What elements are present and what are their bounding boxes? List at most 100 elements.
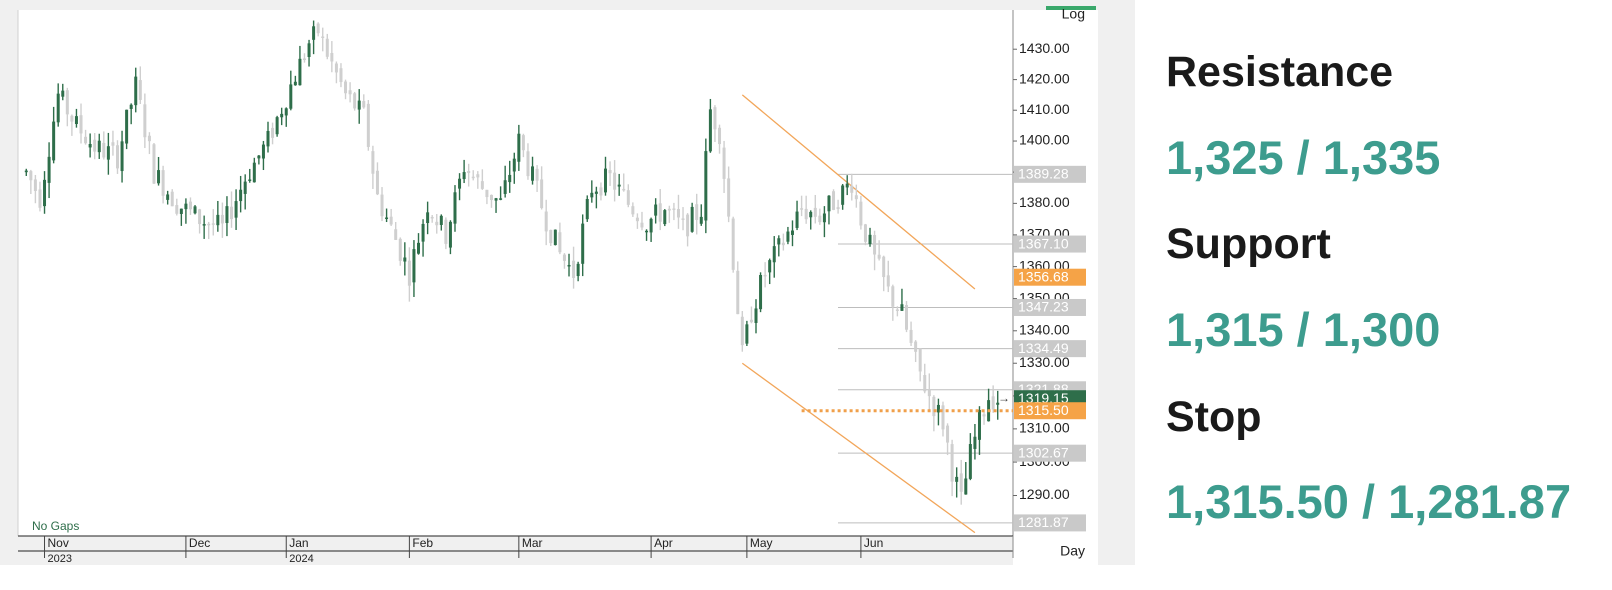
level-badge-label: 1315.50 [1018, 402, 1069, 418]
candle-body [508, 174, 512, 183]
candle-body [977, 410, 981, 440]
candle-body [375, 170, 379, 195]
candle-body [955, 476, 959, 482]
candle-body [923, 375, 927, 392]
candle-body [339, 68, 343, 83]
candle-body [430, 216, 434, 219]
candle-body [713, 107, 717, 130]
candle-body [645, 230, 649, 233]
candle-body [941, 405, 945, 430]
level-badge-label: 1389.28 [1018, 166, 1069, 182]
candle-body [868, 234, 872, 244]
level-badge-label: 1319.15 [1018, 390, 1069, 406]
candle-body [202, 224, 206, 226]
channel-lower-line [741, 362, 976, 534]
y-axis-panel [1013, 10, 1098, 570]
candle-body [394, 229, 398, 240]
candle-body [759, 275, 763, 310]
candle-body [29, 171, 33, 181]
candle-body [891, 286, 895, 307]
level-badge-label: 1302.67 [1018, 444, 1069, 460]
candle-body [804, 208, 808, 220]
month-label: May [750, 536, 773, 550]
candle-body [982, 414, 986, 417]
level-badge [1014, 402, 1086, 420]
candle-body [809, 211, 813, 218]
candle-body [841, 185, 845, 205]
candle-body [88, 143, 92, 148]
candle-body [503, 180, 507, 194]
level-badge-label: 1281.87 [1018, 514, 1069, 530]
candle-body [572, 260, 576, 279]
candle-body [608, 170, 612, 174]
y-tick-label: 1400.00 [1019, 132, 1070, 148]
candle-body [786, 231, 790, 242]
candle-body [489, 194, 493, 201]
candle-body [261, 144, 265, 159]
candle-body [964, 478, 968, 495]
candle-body [453, 192, 457, 224]
candle-body [403, 257, 407, 262]
candle-body [56, 93, 60, 123]
stop-label: Stop [1166, 393, 1262, 441]
candle-body [676, 209, 680, 218]
chart-panel: 1290.001300.001310.001320.001330.001340.… [0, 0, 1135, 590]
candle-body [170, 191, 174, 207]
candle-body [289, 84, 293, 109]
candle-body [307, 43, 311, 57]
candle-body [745, 324, 749, 344]
candle-body [147, 135, 151, 142]
candle-body [553, 229, 557, 246]
candle-body [526, 151, 530, 177]
candle-body [562, 254, 566, 261]
price-chart: 1290.001300.001310.001320.001330.001340.… [0, 6, 1135, 590]
candle-body [70, 115, 74, 122]
candle-body [667, 208, 671, 211]
candle-body [157, 170, 161, 184]
top-accent-bar [1046, 6, 1096, 10]
candle-body [129, 104, 133, 109]
candle-body [768, 260, 772, 273]
candle-body [389, 216, 393, 225]
candle-body [161, 170, 165, 196]
year-label: 2024 [289, 553, 313, 565]
candle-body [485, 189, 489, 198]
candle-body [467, 170, 471, 174]
y-tick-label: 1290.00 [1019, 486, 1070, 502]
candle-body [613, 172, 617, 190]
candle-body [863, 224, 867, 242]
resistance-label: Resistance [1166, 48, 1394, 96]
candle-body [640, 222, 644, 228]
candle-body [672, 208, 676, 210]
candle-body [216, 214, 220, 226]
candle-body [932, 396, 936, 417]
y-tick-label: 1330.00 [1019, 354, 1070, 370]
candle-body [61, 90, 65, 97]
candle-body [585, 198, 589, 220]
candle-body [407, 260, 411, 286]
candle-body [718, 127, 722, 145]
candle-body [836, 207, 840, 210]
candle-body [827, 195, 831, 212]
candle-body [426, 212, 430, 224]
candle-body [617, 184, 621, 187]
candle-body [959, 473, 963, 492]
candle-body [97, 140, 101, 153]
candle-body [895, 309, 899, 312]
candle-body [681, 218, 685, 220]
candle-body [540, 179, 544, 209]
candle-body [567, 264, 571, 267]
candle-body [439, 215, 443, 225]
candle-body [271, 127, 275, 138]
month-label: Nov [48, 536, 69, 550]
candle-body [900, 304, 904, 311]
candle-body [166, 194, 170, 200]
candle-body [749, 319, 753, 323]
candle-body [635, 217, 639, 222]
candle-body [800, 208, 804, 210]
candle-body [854, 195, 858, 200]
candle-body [211, 223, 215, 225]
level-badge [1014, 340, 1086, 358]
candle-body [74, 116, 78, 125]
